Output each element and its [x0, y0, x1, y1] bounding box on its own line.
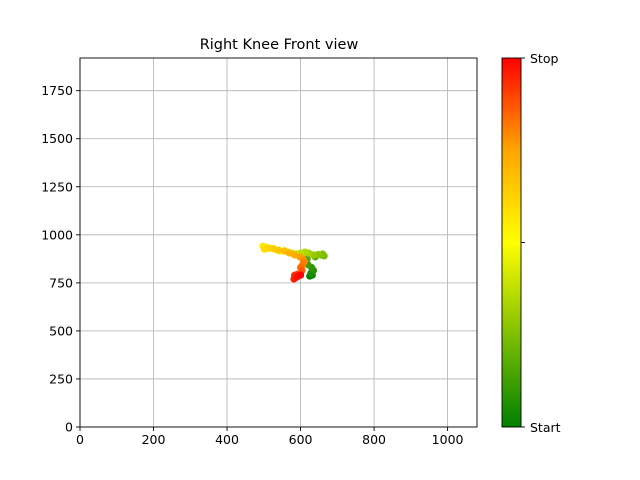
- colorbar-label-stop: Stop: [530, 51, 558, 66]
- y-tick-label: 1750: [41, 83, 73, 98]
- data-point: [264, 244, 272, 252]
- data-points: [259, 242, 328, 283]
- y-tick-label: 0: [65, 420, 73, 435]
- x-axis: 0 200 400 600 800 1000: [76, 427, 464, 447]
- chart-title: Right Knee Front view: [200, 37, 359, 53]
- grid-lines: [79, 58, 477, 428]
- y-tick-label: 1000: [41, 227, 73, 242]
- x-tick-label: 200: [142, 432, 166, 447]
- y-tick-label: 750: [49, 275, 73, 290]
- y-tick-label: 250: [49, 371, 73, 386]
- data-point: [296, 271, 305, 279]
- x-tick-label: 1000: [432, 432, 464, 447]
- colorbar-label-start: Start: [530, 420, 561, 435]
- y-tick-label: 1500: [41, 131, 73, 146]
- x-tick-label: 600: [289, 432, 313, 447]
- colorbar: [501, 57, 522, 428]
- x-tick-label: 800: [362, 432, 386, 447]
- y-tick-label: 500: [49, 323, 73, 338]
- x-tick-label: 0: [76, 432, 84, 447]
- y-tick-label: 1250: [41, 179, 73, 194]
- data-point: [274, 246, 283, 254]
- plot-frame: [79, 57, 478, 428]
- y-axis: 0 250 500 750 1000 1250 1500 1750: [41, 83, 80, 435]
- x-tick-label: 400: [215, 432, 239, 447]
